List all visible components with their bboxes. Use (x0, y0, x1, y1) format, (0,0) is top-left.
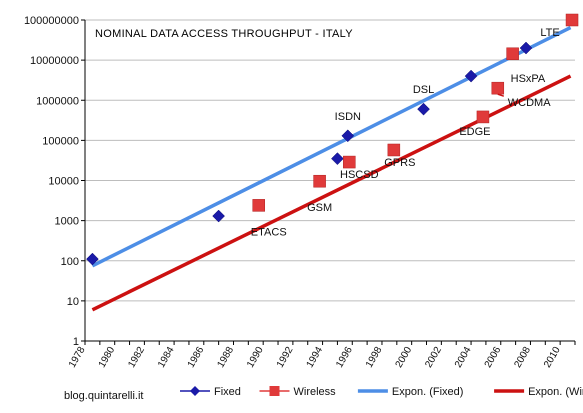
x-tick-label: 1988 (215, 345, 236, 370)
fixed-trend-line (91, 25, 572, 268)
y-tick-label: 100000 (42, 135, 79, 147)
trend-layer (91, 25, 572, 312)
point-label: HSxPA (511, 73, 546, 85)
grid-layer (85, 19, 575, 342)
x-tick-label: 2000 (394, 345, 415, 370)
fixed-data-point (464, 69, 478, 83)
legend-wireless-marker (269, 386, 280, 396)
x-tick-label: 2002 (423, 345, 444, 370)
legend-label: Expon. (Wireless) (528, 386, 583, 398)
fixed-data-point (341, 129, 355, 143)
y-tick-label: 100 (61, 256, 79, 268)
wireless-data-point (491, 81, 505, 95)
y-tick-label: 10000 (48, 176, 79, 188)
x-tick-label: 1996 (334, 345, 355, 370)
fixed-data-point (331, 152, 344, 166)
point-label: WCDMA (508, 97, 551, 109)
point-label: EDGE (459, 126, 490, 138)
legend: Fixed Wireless Expon. (Fixed) Expon. (Wirel… (180, 386, 583, 398)
x-tick-label: 1986 (186, 345, 207, 370)
x-tick-label: 1982 (126, 345, 147, 370)
x-tick-label: 2006 (483, 345, 504, 370)
point-label: DSL (413, 84, 434, 96)
point-label: HSCSD (340, 169, 379, 181)
wireless-data-point (476, 110, 490, 124)
legend-label: Fixed (214, 386, 241, 398)
x-tick-label: 2010 (542, 345, 563, 370)
point-label: LTE (540, 27, 559, 39)
y-tick-label: 10 (67, 296, 79, 308)
wireless-data-point (387, 143, 401, 157)
y-tick-label: 100000000 (24, 15, 79, 27)
label-leader-line (497, 93, 505, 97)
fixed-data-point (417, 102, 430, 116)
fixed-data-point (86, 252, 99, 266)
fixed-data-point (519, 41, 533, 55)
legend-fixed-marker (190, 386, 200, 396)
fixed-data-point (212, 209, 225, 223)
x-tick-label: 1990 (245, 345, 266, 370)
point-label: GPRS (384, 157, 415, 169)
wireless-data-point (565, 13, 579, 27)
x-tick-label: 2004 (453, 345, 474, 370)
x-tick-label: 1980 (97, 345, 118, 370)
x-tick-label: 1998 (364, 345, 385, 370)
legend-label: Expon. (Fixed) (392, 386, 464, 398)
wireless-data-point (252, 199, 265, 212)
legend-label: Wireless (294, 386, 337, 398)
x-tick-label: 2008 (512, 345, 533, 370)
source-footer: blog.quintarelli.it (64, 390, 144, 402)
label-layer: ISDN DSL ETACS GSM HSCSD GPRS EDGE WCDMA HSxPA LT… (251, 27, 560, 238)
y-tick-label: 1000000 (36, 95, 79, 107)
y-tick-label: 1000 (55, 216, 79, 228)
x-tick-label: 1994 (305, 345, 326, 370)
x-tick-label: 1978 (67, 345, 88, 370)
y-tick-label: 10000000 (30, 55, 79, 67)
wireless-data-point (343, 155, 356, 169)
wireless-data-point (506, 47, 519, 61)
wireless-data-point (313, 174, 326, 188)
y-tick-label: 1 (73, 336, 79, 348)
point-label: ISDN (335, 111, 361, 123)
marker-layer (86, 13, 579, 266)
x-tick-label: 1984 (156, 345, 177, 370)
chart-title: NOMINAL DATA ACCESS THROUGHPUT - ITALY (95, 28, 353, 40)
point-label: ETACS (251, 226, 287, 238)
wireless-trend-line (91, 74, 572, 312)
x-tick-label: 1992 (275, 345, 296, 370)
point-label: GSM (307, 202, 332, 214)
